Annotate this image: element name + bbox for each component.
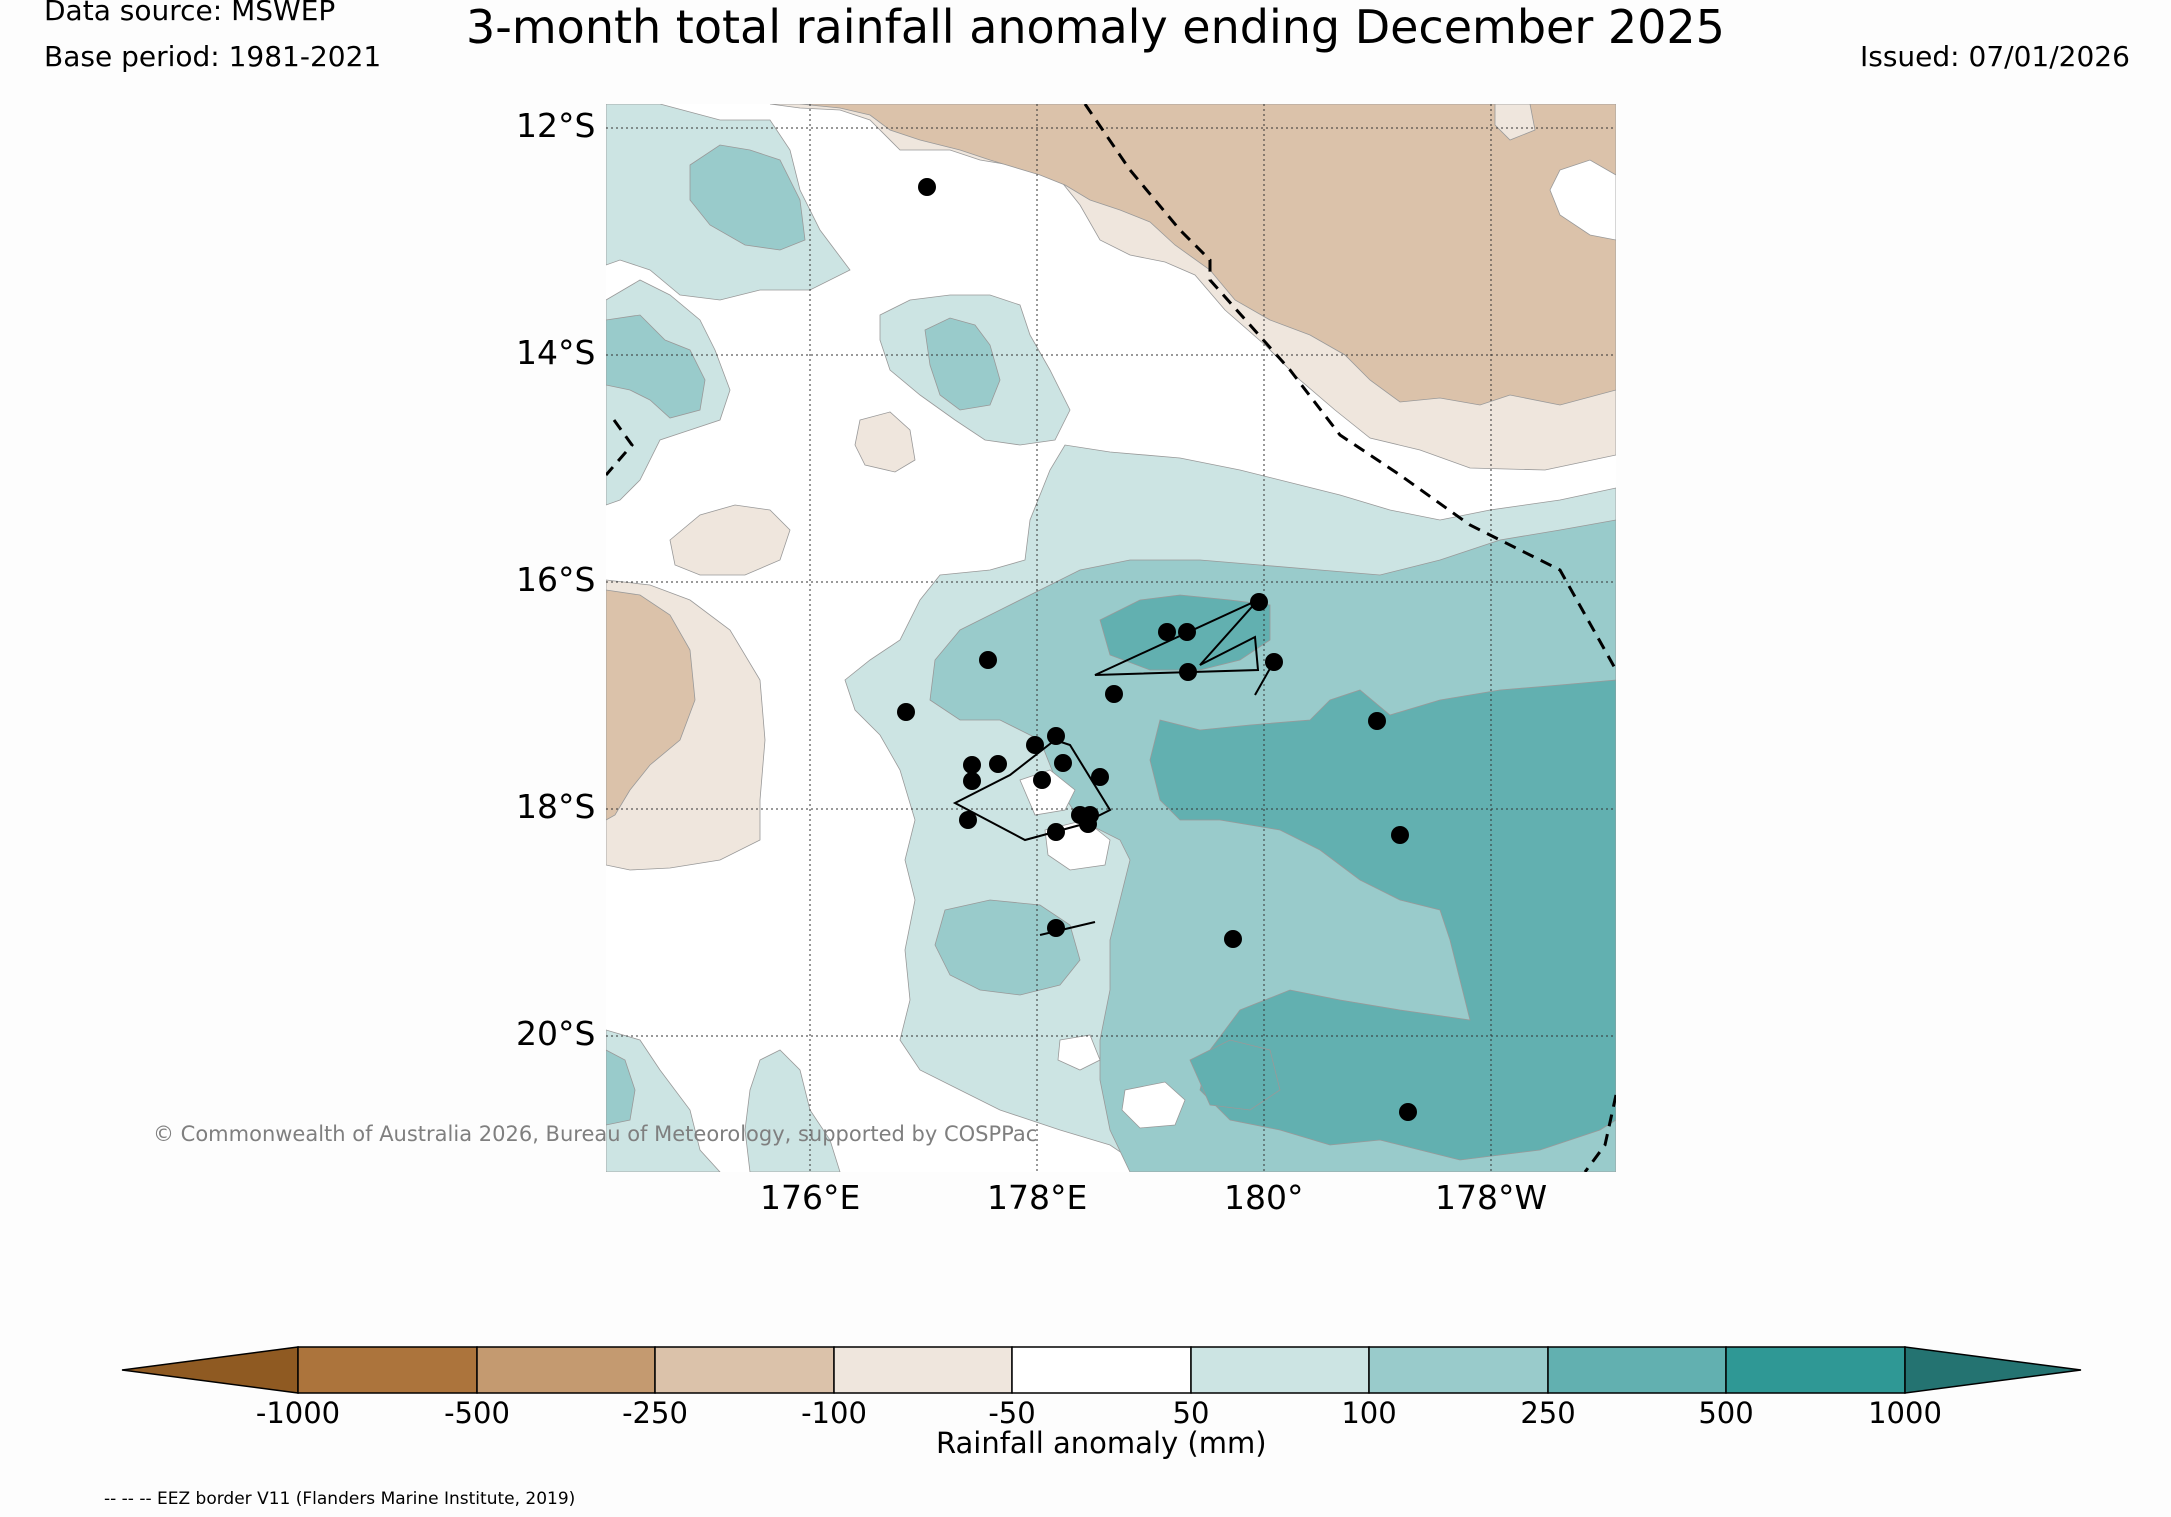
eez-footnote: -- -- -- EEZ border V11 (Flanders Marine… (104, 1489, 576, 1509)
station-marker[interactable] (1250, 593, 1268, 611)
station-marker[interactable] (1399, 1103, 1417, 1121)
colorbar-tick: -250 (622, 1396, 688, 1430)
colorbar-bin-500-1000 (1725, 1346, 1906, 1394)
lon-label-176e: 176°E (760, 1178, 861, 1217)
lon-label-180: 180° (1224, 1178, 1304, 1217)
colorbar-bin-neg250-neg100 (654, 1346, 835, 1394)
contour-100-250-west (606, 314, 706, 419)
colorbar-tick: -50 (988, 1396, 1036, 1430)
contour-100-250-central-north (924, 317, 1001, 411)
station-marker[interactable] (1178, 623, 1196, 641)
contour-250-500-south-2 (1189, 1039, 1281, 1111)
station-marker[interactable] (963, 756, 981, 774)
eez-border-southeast (1583, 1094, 1616, 1172)
lat-label-16s: 16°S (516, 560, 596, 599)
station-marker[interactable] (1224, 930, 1242, 948)
station-marker[interactable] (1026, 736, 1044, 754)
station-marker[interactable] (1091, 768, 1109, 786)
map-panel (606, 104, 1616, 1172)
colorbar-bin-100-250 (1368, 1346, 1549, 1394)
contour-hole-teal-3 (1121, 1081, 1186, 1129)
lat-label-20s: 20°S (516, 1014, 596, 1053)
colorbar-tick: 1000 (1868, 1396, 1942, 1430)
colorbar-label: Rainfall anomaly (mm) (936, 1426, 1267, 1460)
station-marker[interactable] (1265, 653, 1283, 671)
contour-neg100-neg50-patch-1 (669, 504, 791, 576)
base-period-label: Base period: 1981-2021 (44, 40, 382, 73)
colorbar-extend-high (1904, 1346, 2082, 1394)
lat-label-18s: 18°S (516, 787, 596, 826)
contour-250-500-main (1149, 679, 1616, 1161)
station-marker[interactable] (1079, 815, 1097, 833)
outline-vanua-levu (1094, 599, 1260, 676)
contour-hole-north-1 (1549, 159, 1616, 241)
colorbar-tick: -100 (801, 1396, 867, 1430)
colorbar-bin-50-100 (1190, 1346, 1370, 1394)
colorbar-tick: 250 (1520, 1396, 1576, 1430)
contour-neg250-neg100-west (606, 589, 696, 821)
lon-label-178w: 178°W (1435, 1178, 1548, 1217)
station-marker[interactable] (963, 772, 981, 790)
colorbar-bin-neg100-neg50 (833, 1346, 1013, 1394)
station-marker[interactable] (1105, 685, 1123, 703)
contour-100-250-south-blob (934, 899, 1081, 996)
contour-neg100-neg50-patch-2 (854, 411, 916, 473)
station-marker[interactable] (1158, 623, 1176, 641)
colorbar-bin-neg1000-neg500 (297, 1346, 478, 1394)
eez-border (606, 104, 1616, 1172)
station-marker[interactable] (979, 651, 997, 669)
station-marker[interactable] (897, 703, 915, 721)
map-gridlines (606, 104, 1616, 1172)
station-markers (897, 178, 1417, 1121)
colorbar-bin-neg500-neg250 (476, 1346, 656, 1394)
contour-100-250-northwest (689, 144, 806, 251)
colorbar-tick: -500 (444, 1396, 510, 1430)
lat-label-12s: 12°S (516, 106, 596, 145)
lat-label-14s: 14°S (516, 333, 596, 372)
station-marker[interactable] (1368, 712, 1386, 730)
data-source-label: Data source: MSWEP (44, 0, 336, 27)
issued-date: Issued: 07/01/2026 (1860, 40, 2130, 73)
colorbar-tick: 100 (1341, 1396, 1397, 1430)
eez-border-northeast (1083, 104, 1616, 671)
eez-border-west (606, 419, 634, 476)
map-title: 3-month total rainfall anomaly ending De… (466, 0, 1725, 54)
station-marker[interactable] (1391, 826, 1409, 844)
contour-hole-north-2 (1494, 104, 1536, 141)
outline-taveuni (1254, 664, 1273, 696)
station-marker[interactable] (989, 755, 1007, 773)
contour-50-100-south (744, 1049, 841, 1172)
colorbar-tick: -1000 (255, 1396, 341, 1430)
colorbar-extend-low (121, 1346, 299, 1394)
contour-100-250-main (929, 519, 1616, 1172)
colorbar (121, 1346, 2082, 1394)
lon-label-178e: 178°E (987, 1178, 1088, 1217)
colorbar-bin-neg50-50 (1011, 1346, 1192, 1394)
station-marker[interactable] (959, 811, 977, 829)
colorbar-tick: 50 (1172, 1396, 1210, 1430)
contour-100-250-southwest (606, 1049, 636, 1126)
contour-hole-teal-4 (1057, 1034, 1101, 1071)
station-marker[interactable] (1047, 727, 1065, 745)
colorbar-tick: 500 (1698, 1396, 1754, 1430)
station-marker[interactable] (918, 178, 936, 196)
outline-viti-levu (952, 738, 1112, 842)
station-marker[interactable] (1047, 823, 1065, 841)
station-marker[interactable] (1047, 919, 1065, 937)
colorbar-bin-250-500 (1547, 1346, 1727, 1394)
station-marker[interactable] (1179, 663, 1197, 681)
station-marker[interactable] (1054, 754, 1072, 772)
station-marker[interactable] (1033, 771, 1051, 789)
contour-50-100-southwest (606, 1029, 721, 1172)
copyright-notice: © Commonwealth of Australia 2026, Bureau… (153, 1122, 1038, 1146)
